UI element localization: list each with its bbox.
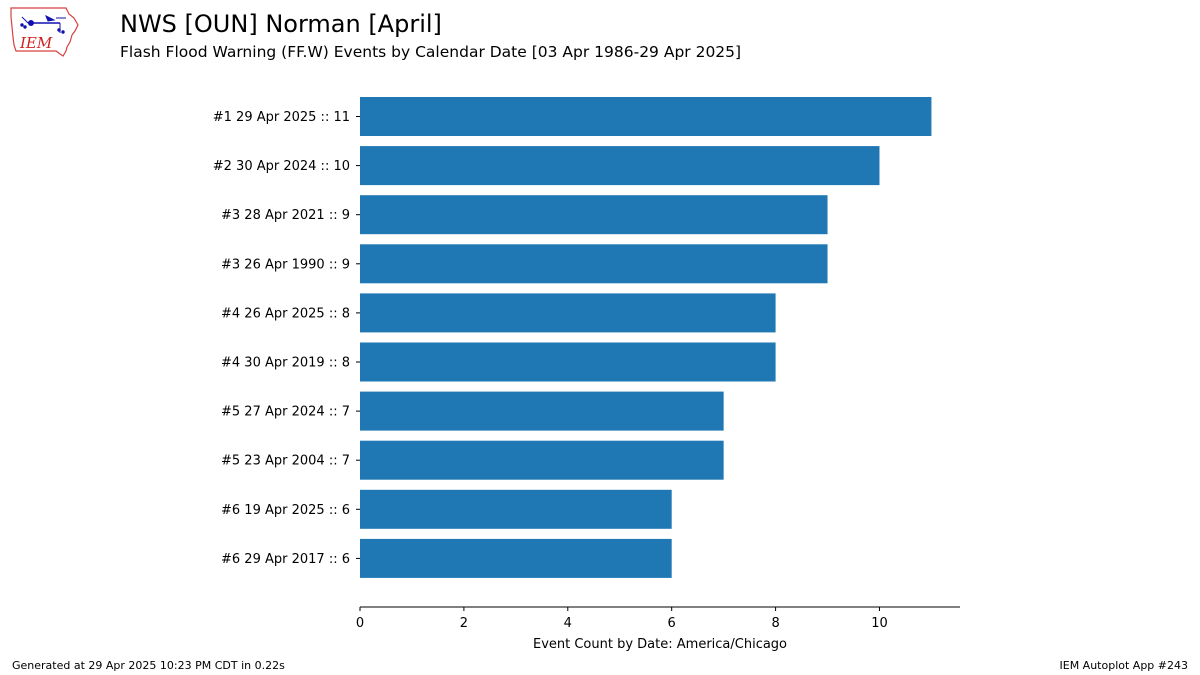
bars-group [360, 97, 932, 578]
x-tick-label: 4 [564, 616, 572, 631]
weather-station-icon [20, 14, 66, 34]
bar [360, 342, 776, 382]
bar [360, 195, 828, 235]
bar [360, 538, 672, 578]
y-tick-label: #2 30 Apr 2024 :: 10 [213, 159, 350, 174]
bar [360, 440, 724, 480]
chart-title: NWS [OUN] Norman [April] [120, 10, 442, 38]
y-tick-label: #1 29 Apr 2025 :: 11 [213, 110, 350, 125]
y-tick-label: #5 27 Apr 2024 :: 7 [221, 405, 350, 420]
bar [360, 293, 776, 333]
bar [360, 489, 672, 529]
app-credit: IEM Autoplot App #243 [1059, 659, 1189, 672]
x-ticks: 0 2 4 6 8 10 [356, 607, 888, 631]
x-tick-label: 10 [871, 616, 888, 631]
y-tick-label: #4 30 Apr 2019 :: 8 [221, 356, 350, 371]
bar [360, 244, 828, 284]
generated-timestamp: Generated at 29 Apr 2025 10:23 PM CDT in… [12, 659, 285, 672]
y-tick-labels: #1 29 Apr 2025 :: 11#2 30 Apr 2024 :: 10… [213, 110, 360, 567]
x-tick-label: 2 [460, 616, 468, 631]
y-tick-label: #3 26 Apr 1990 :: 9 [221, 257, 350, 272]
x-tick-label: 6 [668, 616, 676, 631]
bar [360, 391, 724, 431]
iowa-outline-icon [10, 7, 79, 57]
x-axis-label: Event Count by Date: America/Chicago [533, 637, 787, 652]
iem-logo-text: IEM [19, 34, 53, 52]
y-tick-label: #6 19 Apr 2025 :: 6 [221, 503, 350, 518]
bar [360, 97, 932, 136]
x-tick-label: 8 [771, 616, 779, 631]
y-tick-label: #3 28 Apr 2021 :: 9 [221, 208, 350, 223]
y-tick-label: #6 29 Apr 2017 :: 6 [221, 552, 350, 567]
iem-logo: IEM [10, 7, 79, 57]
y-tick-label: #5 23 Apr 2004 :: 7 [221, 454, 350, 469]
y-tick-label: #4 26 Apr 2025 :: 8 [221, 306, 350, 321]
chart-subtitle: Flash Flood Warning (FF.W) Events by Cal… [120, 43, 742, 61]
x-tick-label: 0 [356, 616, 364, 631]
bar [360, 146, 880, 186]
